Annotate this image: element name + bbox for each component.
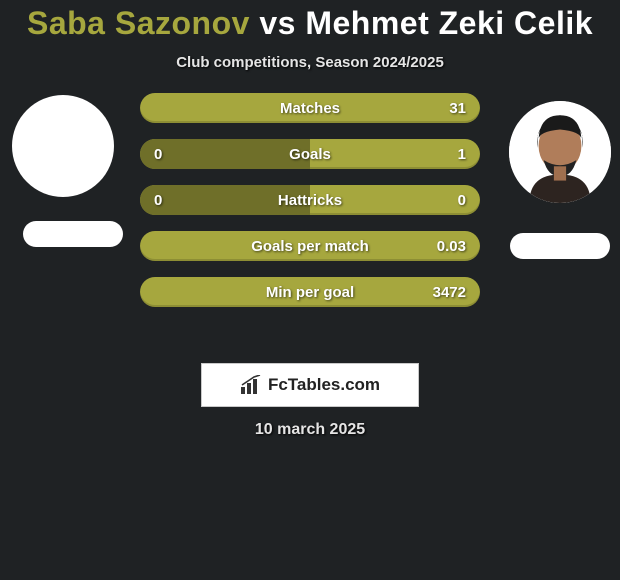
player2-name-pill xyxy=(510,233,610,259)
stat-row: 0Goals1 xyxy=(140,139,480,169)
stat-row: Min per goal3472 xyxy=(140,277,480,307)
stat-right-value: 0 xyxy=(420,192,480,209)
stat-row: Matches31 xyxy=(140,93,480,123)
player1-column xyxy=(0,101,120,247)
stat-label: Min per goal xyxy=(200,284,420,301)
stat-row: Goals per match0.03 xyxy=(140,231,480,261)
stat-right-value: 3472 xyxy=(420,284,480,301)
stat-right-value: 31 xyxy=(420,100,480,117)
player1-name-pill xyxy=(23,221,123,247)
stat-left-value: 0 xyxy=(140,192,200,209)
stat-label: Matches xyxy=(200,100,420,117)
stat-label: Hattricks xyxy=(200,192,420,209)
person-avatar-icon xyxy=(509,101,611,203)
comparison-title: Saba Sazonov vs Mehmet Zeki Celik xyxy=(0,0,620,42)
chart-icon xyxy=(240,375,264,395)
stat-row: 0Hattricks0 xyxy=(140,185,480,215)
player2-column xyxy=(500,101,620,259)
player1-avatar xyxy=(12,95,114,197)
stat-right-value: 1 xyxy=(420,146,480,163)
snapshot-date: 10 march 2025 xyxy=(0,421,620,439)
stat-left-value: 0 xyxy=(140,146,200,163)
player2-avatar xyxy=(509,101,611,203)
competition-subtitle: Club competitions, Season 2024/2025 xyxy=(0,54,620,71)
vs-word: vs xyxy=(259,5,296,41)
player1-name: Saba Sazonov xyxy=(27,5,250,41)
blank-avatar-icon xyxy=(12,95,114,197)
stat-label: Goals xyxy=(200,146,420,163)
brand-box[interactable]: FcTables.com xyxy=(201,363,419,407)
player2-name: Mehmet Zeki Celik xyxy=(305,5,593,41)
brand-text: FcTables.com xyxy=(268,375,380,395)
stats-table: Matches310Goals10Hattricks0Goals per mat… xyxy=(140,93,480,323)
stat-right-value: 0.03 xyxy=(420,238,480,255)
stat-label: Goals per match xyxy=(200,238,420,255)
comparison-body: Matches310Goals10Hattricks0Goals per mat… xyxy=(0,93,620,353)
